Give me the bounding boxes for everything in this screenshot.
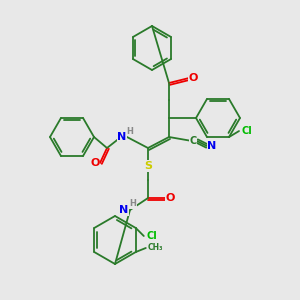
Text: N: N [119,205,129,215]
Text: O: O [90,158,100,168]
Text: O: O [165,193,175,203]
Text: H: H [127,127,134,136]
Text: C: C [189,136,197,146]
Text: N: N [207,141,217,151]
Text: H: H [130,200,136,208]
Text: O: O [188,73,198,83]
Text: CH₃: CH₃ [148,244,163,253]
Text: Cl: Cl [146,231,157,241]
Text: S: S [144,161,152,171]
Text: Cl: Cl [242,126,252,136]
Text: N: N [117,132,127,142]
